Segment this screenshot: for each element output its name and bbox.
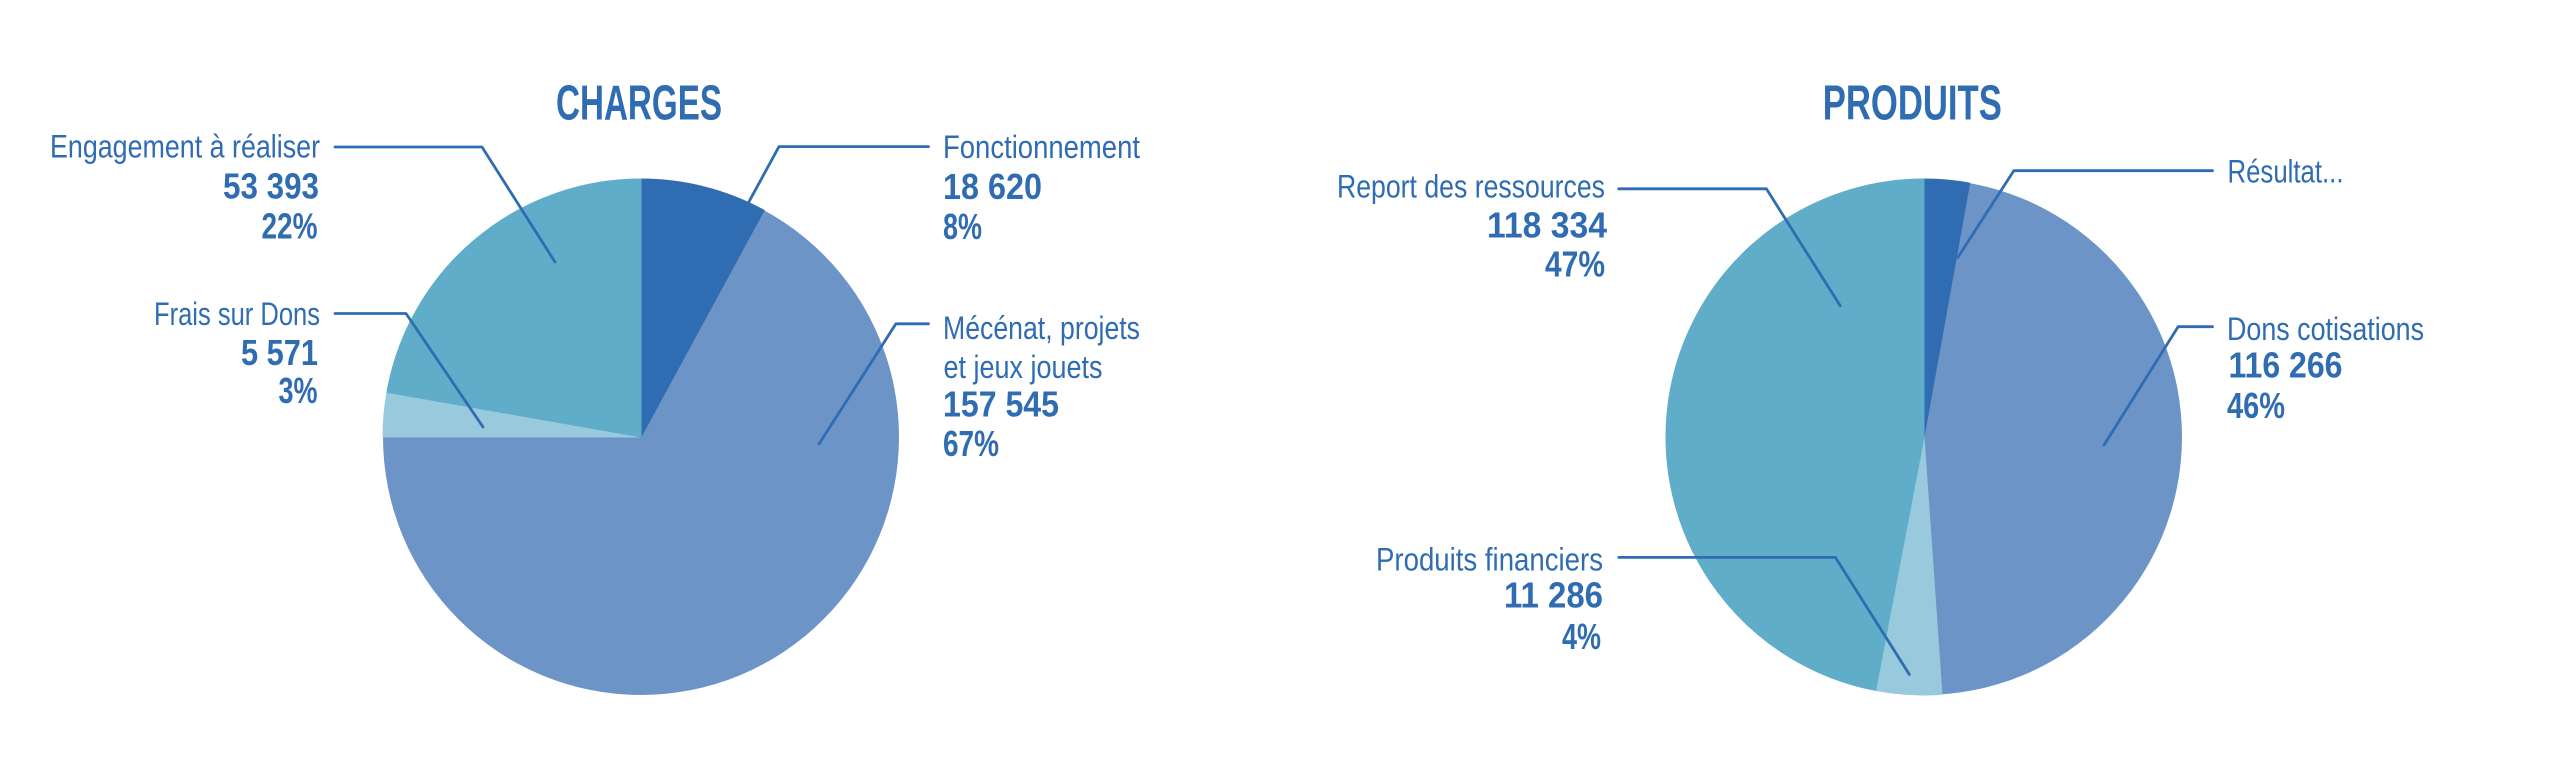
svg-text:4%: 4% — [1562, 616, 1601, 657]
svg-text:Frais sur Dons: Frais sur Dons — [154, 296, 320, 332]
svg-text:Engagement à réaliser: Engagement à réaliser — [50, 129, 320, 165]
svg-text:157 545: 157 545 — [943, 384, 1059, 425]
svg-text:11 286: 11 286 — [1504, 575, 1603, 616]
svg-text:Produits financiers: Produits financiers — [1376, 542, 1603, 578]
svg-text:PRODUITS: PRODUITS — [1823, 77, 2002, 131]
svg-text:Fonctionnement: Fonctionnement — [943, 129, 1140, 165]
svg-text:67%: 67% — [943, 423, 999, 464]
svg-text:53 393: 53 393 — [223, 166, 319, 207]
svg-text:18 620: 18 620 — [943, 166, 1042, 207]
svg-text:CHARGES: CHARGES — [556, 77, 722, 131]
svg-text:et jeux jouets: et jeux jouets — [944, 349, 1103, 385]
svg-text:116 266: 116 266 — [2229, 345, 2343, 386]
svg-text:Dons cotisations: Dons cotisations — [2227, 311, 2424, 347]
svg-text:47%: 47% — [1545, 244, 1605, 285]
svg-text:Mécénat, projets: Mécénat, projets — [943, 310, 1140, 346]
svg-text:118 334: 118 334 — [1487, 205, 1607, 246]
svg-text:3%: 3% — [279, 370, 318, 411]
svg-text:46%: 46% — [2227, 385, 2285, 426]
svg-text:22%: 22% — [262, 206, 318, 247]
svg-text:Résultat...: Résultat... — [2228, 154, 2344, 190]
svg-text:5 571: 5 571 — [241, 332, 318, 373]
svg-text:8%: 8% — [943, 206, 982, 247]
svg-text:Report des ressources: Report des ressources — [1337, 169, 1605, 205]
